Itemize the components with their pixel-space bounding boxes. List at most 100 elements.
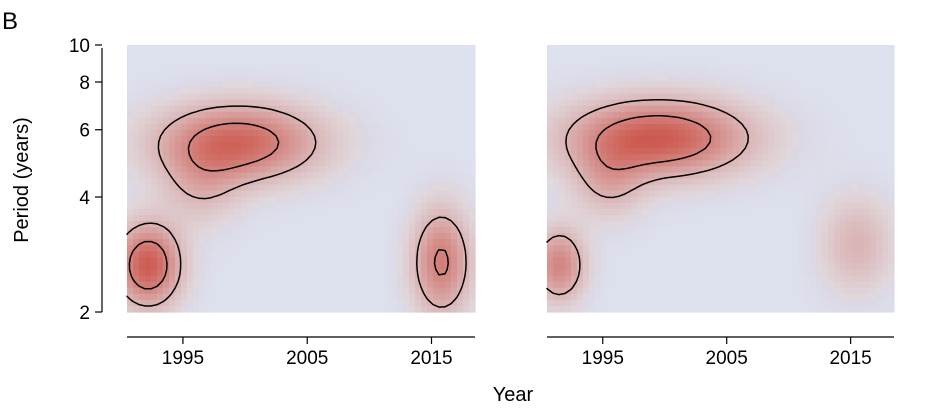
heatmap-cell [385,257,392,265]
heatmap-cell [223,257,230,265]
heatmap-cell [427,69,434,76]
heatmap-cell [678,233,686,240]
heatmap-cell [660,111,668,119]
heatmap-cell [858,172,865,180]
heatmap-cell [379,123,386,131]
heatmap-cell [630,148,638,155]
heatmap-cell [199,45,206,52]
heatmap-cell [385,166,392,174]
heatmap-cell [373,233,380,240]
heatmap-cell [397,87,404,95]
heatmap-cell [427,148,434,155]
heatmap-cell [786,196,793,204]
heatmap-cell [361,136,368,143]
heatmap-cell [319,281,326,289]
heatmap-cell [612,81,620,89]
heatmap-cell [624,287,632,295]
heatmap-cell [870,154,877,161]
heatmap-cell [439,220,446,228]
heatmap-cell [367,51,374,58]
heatmap-cell [127,166,134,174]
heatmap-cell [271,93,278,101]
heatmap-cell [151,178,158,186]
heatmap-cell [564,45,572,52]
heatmap-cell [169,93,176,101]
heatmap-cell [175,184,182,192]
heatmap-cell [558,87,566,95]
heatmap-cell [181,148,188,155]
heatmap-cell [337,51,344,58]
heatmap-cell [439,257,446,265]
heatmap-cell [469,233,476,240]
heatmap-cell [295,99,302,107]
heatmap-cell [133,142,140,149]
heatmap-cell [666,117,674,125]
heatmap-cell [415,148,422,155]
heatmap-cell [684,154,692,161]
heatmap-cell [295,275,302,283]
heatmap-cell [804,281,811,289]
heatmap-cell [343,178,350,186]
heatmap-cell [642,190,650,198]
heatmap-cell [361,202,368,210]
heatmap-cell [702,263,710,271]
heatmap-cell [163,117,170,125]
heatmap-cell [744,281,752,289]
heatmap-cell [834,69,841,76]
heatmap-cell [415,196,422,204]
heatmap-cell [445,287,452,295]
heatmap-cell [445,293,452,301]
heatmap-cell [798,142,805,149]
heatmap-cell [624,293,632,301]
heatmap-cell [588,123,596,131]
heatmap-cell [714,202,722,210]
heatmap-cell [151,154,158,161]
heatmap-cell [738,69,746,76]
heatmap-cell [253,136,260,143]
heatmap-cell [732,214,740,222]
heatmap-cell [558,172,566,180]
heatmap-cell [373,57,380,64]
heatmap-cell [355,142,362,149]
heatmap-cell [433,75,440,83]
heatmap-cell [774,220,781,228]
heatmap-cell [690,251,698,258]
heatmap-cell [469,111,476,119]
heatmap-cell [642,275,650,283]
heatmap-cell [810,123,817,131]
heatmap-cell [624,257,632,265]
heatmap-cell [367,172,374,180]
heatmap-cell [433,178,440,186]
heatmap-cell [277,81,284,89]
heatmap-cell [439,160,446,167]
heatmap-cell [349,227,356,234]
heatmap-cell [828,166,835,174]
heatmap-cell [457,227,464,234]
heatmap-cell [594,117,602,125]
heatmap-cell [702,251,710,258]
heatmap-cell [552,287,560,295]
heatmap-cell [834,196,841,204]
heatmap-cell [349,214,356,222]
heatmap-cell [756,269,763,277]
heatmap-cell [732,245,740,252]
heatmap-cell [690,129,698,137]
heatmap-cell [427,99,434,107]
heatmap-cell [127,117,134,125]
heatmap-cell [564,233,572,240]
heatmap-cell [552,136,560,143]
heatmap-cell [379,87,386,95]
heatmap-cell [828,281,835,289]
heatmap-cell [223,263,230,271]
heatmap-cell [133,202,140,210]
heatmap-cell [774,117,781,125]
heatmap-cell [259,305,266,313]
heatmap-cell [253,263,260,271]
heatmap-cell [618,75,626,83]
heatmap-cell [379,208,386,216]
heatmap-cell [463,208,470,216]
heatmap-cell [241,263,248,271]
heatmap-cell [672,239,680,246]
heatmap-cell [451,160,458,167]
heatmap-cell [355,233,362,240]
